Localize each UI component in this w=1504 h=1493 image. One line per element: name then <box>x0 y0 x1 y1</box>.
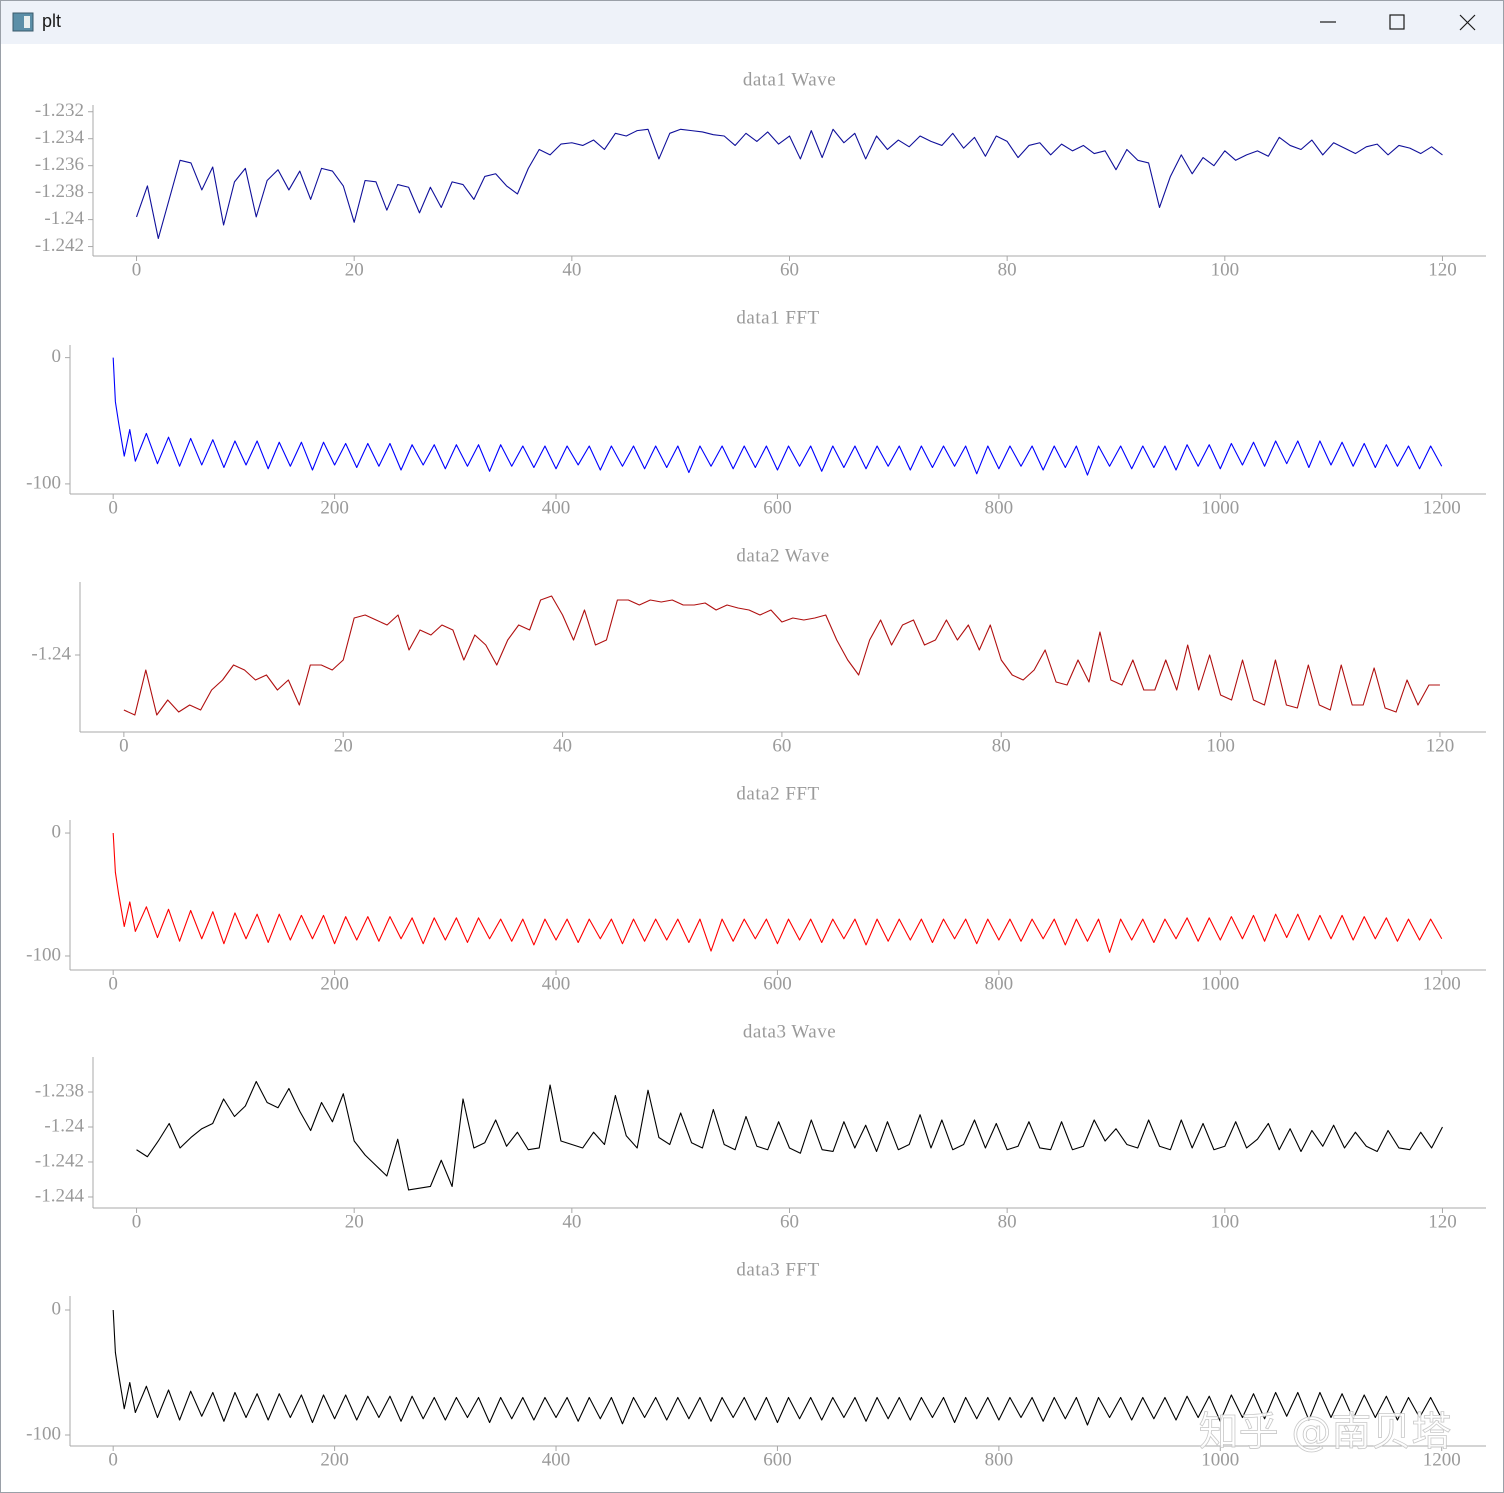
x-tick-label: 400 <box>542 497 571 518</box>
y-tick-label: -100 <box>26 944 61 965</box>
x-tick-label: 400 <box>542 973 571 994</box>
y-tick-label: -100 <box>26 472 61 493</box>
data-line <box>112 357 1443 476</box>
x-tick-label: 0 <box>108 973 118 994</box>
plot-area: data1 Wave -1.232 -1.234 -1.236 -1.238 -1.24 -… <box>26 69 1486 1470</box>
x-tick-label: 120 <box>1428 1211 1457 1232</box>
y-tick-label: -100 <box>26 1423 61 1444</box>
data-line <box>112 1309 1443 1426</box>
x-tick-label: 1000 <box>1201 497 1239 518</box>
y-tick-label: 0 <box>52 821 62 842</box>
x-tick-label: 40 <box>553 735 572 756</box>
x-tick-label: 80 <box>998 259 1017 280</box>
x-tick-label: 0 <box>119 735 129 756</box>
x-tick-label: 20 <box>345 1211 364 1232</box>
y-tick-label: 0 <box>52 1298 62 1319</box>
x-tick-label: 600 <box>763 497 792 518</box>
data-line <box>136 128 1443 240</box>
x-tick-label: 200 <box>320 497 349 518</box>
y-tick-label: -1.234 <box>35 127 85 148</box>
y-tick-label: 0 <box>52 346 62 367</box>
data-line <box>112 832 1443 953</box>
x-tick-label: 1000 <box>1201 973 1239 994</box>
x-tick-label: 40 <box>562 259 581 280</box>
x-tick-label: 0 <box>108 497 118 518</box>
x-tick-label: 1200 <box>1423 497 1461 518</box>
chart-title: data3 Wave <box>743 1021 836 1042</box>
x-tick-label: 600 <box>763 1449 792 1470</box>
y-tick-label: -1.238 <box>35 181 84 202</box>
x-tick-label: 60 <box>780 259 799 280</box>
app-icon-detail <box>24 16 30 28</box>
y-tick-label: -1.238 <box>35 1080 84 1101</box>
data-line <box>136 1080 1443 1191</box>
x-tick-label: 20 <box>345 259 364 280</box>
x-tick-label: 1000 <box>1201 1449 1239 1470</box>
x-tick-label: 800 <box>985 973 1014 994</box>
y-tick-label: -1.24 <box>44 1115 84 1136</box>
x-tick-label: 200 <box>320 1449 349 1470</box>
maximize-button[interactable] <box>1389 14 1405 30</box>
y-tick-label: -1.232 <box>35 100 84 121</box>
title-bar <box>1 1 1503 44</box>
chart-title: data3 FFT <box>736 1259 819 1280</box>
x-tick-label: 80 <box>992 735 1011 756</box>
x-tick-label: 0 <box>108 1449 118 1470</box>
x-tick-label: 0 <box>132 259 142 280</box>
x-tick-label: 200 <box>320 973 349 994</box>
x-tick-label: 80 <box>998 1211 1017 1232</box>
x-tick-label: 1200 <box>1423 973 1461 994</box>
y-tick-label: -1.24 <box>44 208 84 229</box>
chart-title: data1 FFT <box>736 307 819 328</box>
x-tick-label: 40 <box>562 1211 581 1232</box>
x-tick-label: 600 <box>763 973 792 994</box>
x-tick-label: 800 <box>985 1449 1014 1470</box>
x-tick-label: 400 <box>542 1449 571 1470</box>
chart-title: data1 Wave <box>743 69 836 90</box>
x-tick-label: 100 <box>1211 259 1240 280</box>
x-tick-label: 20 <box>334 735 353 756</box>
y-tick-label: -1.242 <box>35 235 84 256</box>
data-line <box>123 595 1440 716</box>
close-button[interactable] <box>1459 14 1476 31</box>
chart-title: data2 Wave <box>736 545 829 566</box>
y-tick-label: -1.244 <box>35 1185 85 1206</box>
y-tick-label: -1.236 <box>35 154 84 175</box>
x-tick-label: 0 <box>132 1211 142 1232</box>
chart-title: data2 FFT <box>736 783 819 804</box>
x-tick-label: 1200 <box>1423 1449 1461 1470</box>
x-tick-label: 120 <box>1426 735 1455 756</box>
x-tick-label: 120 <box>1428 259 1457 280</box>
x-tick-label: 100 <box>1211 1211 1240 1232</box>
watermark: 知乎 @南贝塔 <box>1199 1409 1452 1455</box>
window-title: plt <box>42 11 61 31</box>
x-tick-label: 800 <box>985 497 1014 518</box>
x-tick-label: 60 <box>780 1211 799 1232</box>
y-tick-label: -1.24 <box>31 643 71 664</box>
y-tick-label: -1.242 <box>35 1150 84 1171</box>
x-tick-label: 100 <box>1206 735 1235 756</box>
x-tick-label: 60 <box>772 735 791 756</box>
